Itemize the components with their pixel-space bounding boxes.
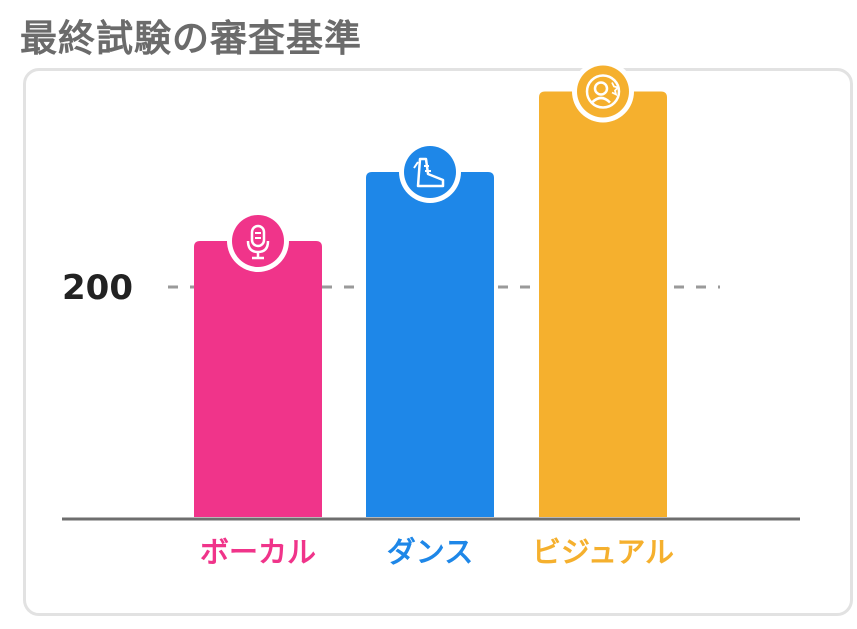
bar-2 <box>366 172 494 517</box>
category-label-2: ダンス <box>387 535 473 569</box>
category-label-3: ビジュアル <box>532 535 674 569</box>
bar-3 <box>539 91 667 517</box>
page-title: 最終試験の審査基準 <box>20 17 362 60</box>
bar-1 <box>194 241 322 517</box>
microphone-icon <box>227 210 289 272</box>
star-person-icon <box>572 60 634 123</box>
category-label-1: ボーカル <box>200 535 316 569</box>
dance-shoe-icon <box>399 141 461 203</box>
y-tick-label: 200 <box>62 268 133 308</box>
